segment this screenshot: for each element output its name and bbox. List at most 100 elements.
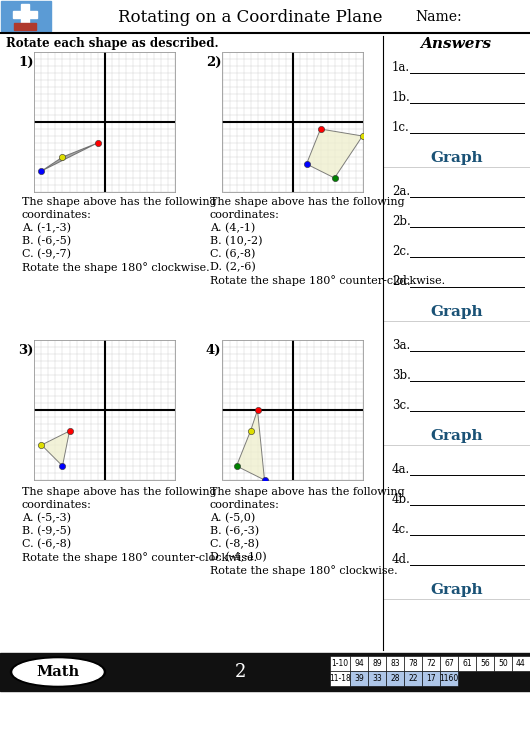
Text: 78: 78 <box>408 659 418 668</box>
Text: 4b.: 4b. <box>392 493 411 506</box>
Text: 1a.: 1a. <box>392 61 410 74</box>
Text: 28: 28 <box>390 674 400 683</box>
Text: 1): 1) <box>18 56 33 69</box>
Bar <box>21 4 29 24</box>
Text: Rotate the shape 180° counter-clockwise.: Rotate the shape 180° counter-clockwise. <box>210 275 445 286</box>
Text: Graph: Graph <box>431 151 483 165</box>
Text: 1b.: 1b. <box>392 91 411 104</box>
Text: C. (-6,-8): C. (-6,-8) <box>22 539 71 549</box>
Text: Rotating on a Coordinate Plane: Rotating on a Coordinate Plane <box>118 8 382 25</box>
Text: 4): 4) <box>206 344 222 357</box>
Text: 61: 61 <box>462 659 472 668</box>
Text: 44: 44 <box>516 659 526 668</box>
Polygon shape <box>41 143 98 171</box>
Text: D. (2,-6): D. (2,-6) <box>210 262 256 273</box>
Text: C. (-9,-7): C. (-9,-7) <box>22 249 71 259</box>
Text: 4c.: 4c. <box>392 523 410 536</box>
Text: Rotate each shape as described.: Rotate each shape as described. <box>6 37 218 50</box>
Text: coordinates:: coordinates: <box>22 500 92 510</box>
Text: 3c.: 3c. <box>392 399 410 412</box>
Text: 4a.: 4a. <box>392 463 410 476</box>
Bar <box>494 656 512 671</box>
Text: 1c.: 1c. <box>392 121 410 134</box>
Bar <box>350 671 368 686</box>
Bar <box>14 23 36 30</box>
Text: A. (-5,0): A. (-5,0) <box>210 513 255 524</box>
Text: 89: 89 <box>372 659 382 668</box>
Text: 39: 39 <box>354 674 364 683</box>
Text: C. (-8,-8): C. (-8,-8) <box>210 539 259 549</box>
Bar <box>476 656 494 671</box>
Text: The shape above has the following: The shape above has the following <box>210 487 404 497</box>
Text: 3b.: 3b. <box>392 369 411 382</box>
Text: The shape above has the following: The shape above has the following <box>22 487 217 497</box>
Text: 2): 2) <box>206 56 222 69</box>
Text: Math: Math <box>37 665 80 679</box>
Text: B. (-9,-5): B. (-9,-5) <box>22 526 71 536</box>
Text: 33: 33 <box>372 674 382 683</box>
Bar <box>422 656 440 671</box>
Text: 2c.: 2c. <box>392 245 410 258</box>
Bar <box>0 653 530 691</box>
Text: D. (-4,-10): D. (-4,-10) <box>210 552 267 562</box>
Text: 67: 67 <box>444 659 454 668</box>
Text: 2a.: 2a. <box>392 185 410 198</box>
Text: 94: 94 <box>354 659 364 668</box>
Bar <box>404 671 422 686</box>
Ellipse shape <box>13 659 103 685</box>
Text: 50: 50 <box>498 659 508 668</box>
Bar <box>368 671 386 686</box>
Bar <box>330 671 350 686</box>
Bar <box>458 656 476 671</box>
Text: coordinates:: coordinates: <box>210 210 280 220</box>
Text: A. (-5,-3): A. (-5,-3) <box>22 513 71 524</box>
Text: A. (-1,-3): A. (-1,-3) <box>22 223 71 234</box>
Bar <box>386 671 404 686</box>
Text: Answers: Answers <box>420 37 491 51</box>
Text: 83: 83 <box>390 659 400 668</box>
Text: coordinates:: coordinates: <box>22 210 92 220</box>
Text: 17: 17 <box>426 674 436 683</box>
Text: coordinates:: coordinates: <box>210 500 280 510</box>
Text: 2: 2 <box>234 663 246 681</box>
Text: Rotate the shape 180° counter-clockwise.: Rotate the shape 180° counter-clockwise. <box>22 552 257 563</box>
Text: A. (4,-1): A. (4,-1) <box>210 223 255 234</box>
Bar <box>1 1 51 31</box>
Text: Rotate the shape 180° clockwise.: Rotate the shape 180° clockwise. <box>22 262 210 273</box>
Bar <box>440 671 458 686</box>
Text: B. (-6,-3): B. (-6,-3) <box>210 526 259 536</box>
Polygon shape <box>306 129 363 178</box>
Bar <box>422 671 440 686</box>
Text: The shape above has the following: The shape above has the following <box>22 197 217 207</box>
Text: Name:: Name: <box>415 10 462 24</box>
Text: 2b.: 2b. <box>392 215 411 228</box>
Polygon shape <box>236 410 264 480</box>
Text: B. (10,-2): B. (10,-2) <box>210 236 262 246</box>
Bar <box>512 656 530 671</box>
Text: Graph: Graph <box>431 305 483 319</box>
Bar <box>13 11 37 18</box>
Text: 11-18: 11-18 <box>329 674 351 683</box>
Bar <box>330 656 350 671</box>
Text: 1160: 1160 <box>439 674 458 683</box>
Text: 3a.: 3a. <box>392 339 410 352</box>
Bar <box>386 656 404 671</box>
Text: 4d.: 4d. <box>392 553 411 566</box>
Ellipse shape <box>11 657 105 687</box>
Bar <box>440 656 458 671</box>
Polygon shape <box>41 431 69 466</box>
Bar <box>368 656 386 671</box>
Text: C. (6,-8): C. (6,-8) <box>210 249 255 259</box>
Text: 2d.: 2d. <box>392 275 411 288</box>
Text: Rotate the shape 180° clockwise.: Rotate the shape 180° clockwise. <box>210 565 398 576</box>
Text: 1-10: 1-10 <box>331 659 349 668</box>
Text: 22: 22 <box>408 674 418 683</box>
Text: B. (-6,-5): B. (-6,-5) <box>22 236 71 246</box>
Text: Graph: Graph <box>431 429 483 443</box>
Text: 3): 3) <box>18 344 33 357</box>
Text: The shape above has the following: The shape above has the following <box>210 197 404 207</box>
Bar <box>404 656 422 671</box>
Text: 72: 72 <box>426 659 436 668</box>
Text: 56: 56 <box>480 659 490 668</box>
Bar <box>350 656 368 671</box>
